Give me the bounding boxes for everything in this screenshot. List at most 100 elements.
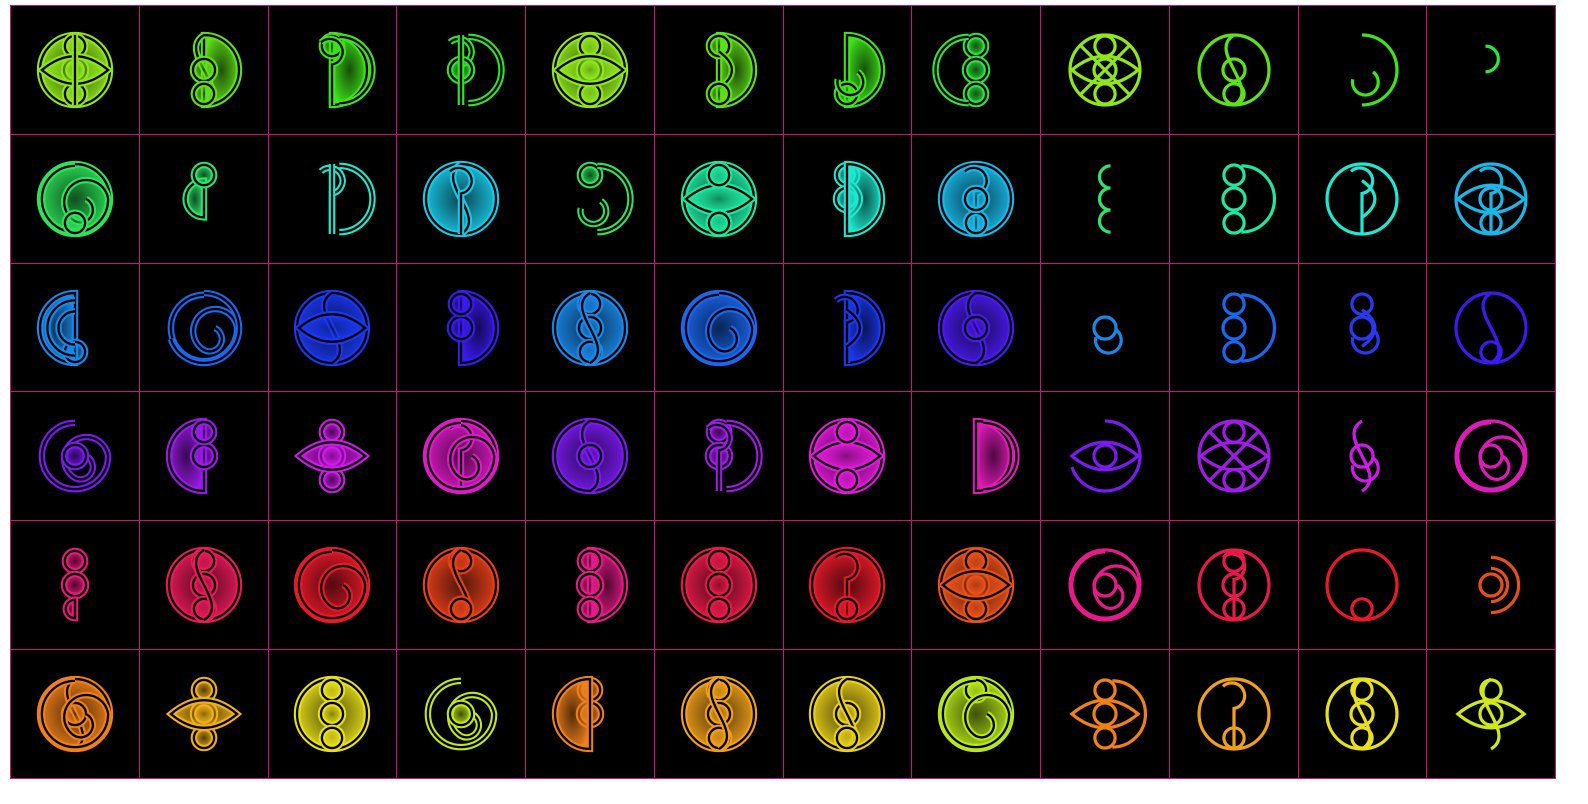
glyph-icon [1220, 163, 1276, 235]
glyph-cell [1169, 521, 1299, 651]
glyph-cell [1169, 650, 1299, 779]
glyph-icon [422, 160, 500, 237]
glyph-cell [654, 263, 784, 393]
glyph-icon [1069, 678, 1147, 750]
glyph-cell [912, 392, 1041, 522]
glyph-icon [937, 547, 1015, 624]
glyph-cell [654, 650, 784, 779]
glyph-cell [268, 521, 398, 651]
glyph-cell [1427, 392, 1556, 522]
glyph-icon [38, 420, 112, 493]
glyph-cell [268, 650, 398, 779]
glyph-cell [1169, 263, 1299, 393]
glyph-icon [551, 31, 629, 109]
glyph-icon [809, 675, 886, 753]
glyph-cell [139, 263, 269, 393]
glyph-cell [1298, 6, 1428, 135]
glyph-icon [680, 289, 757, 366]
glyph-cell [783, 134, 913, 264]
glyph-cell [139, 6, 269, 135]
glyph-cell [268, 6, 398, 135]
glyph-icon [972, 418, 1020, 495]
glyph-cell [783, 521, 913, 651]
glyph-cell [1298, 521, 1428, 651]
glyph-cell [783, 650, 913, 779]
glyph-cell [397, 6, 526, 135]
glyph-cell [1427, 6, 1556, 135]
glyph-cell [139, 650, 269, 779]
glyph-icon [1069, 419, 1142, 493]
glyph-icon [167, 289, 242, 366]
glyph-icon [165, 418, 218, 495]
glyph-cell [783, 263, 913, 393]
glyph-cell [11, 392, 140, 522]
glyph-icon [551, 675, 605, 753]
glyph-icon [182, 161, 217, 221]
glyph-cell [1427, 263, 1556, 393]
glyph-cell [526, 263, 655, 393]
glyph-icon [932, 32, 991, 108]
glyph-icon [680, 547, 757, 624]
glyph-icon [1197, 548, 1271, 622]
glyph-cell [139, 392, 269, 522]
glyph-icon [446, 33, 505, 107]
glyph-cell [1298, 392, 1428, 522]
glyph-icon [60, 547, 90, 622]
glyph-cell [654, 6, 784, 135]
glyph-cell [912, 6, 1041, 135]
glyph-cell [1041, 134, 1170, 264]
glyph-cell [397, 263, 526, 393]
glyph-cell [526, 521, 655, 651]
glyph-icon [1097, 164, 1111, 234]
glyph-icon [575, 547, 628, 624]
glyph-icon [36, 289, 89, 366]
glyph-cell [1041, 650, 1170, 779]
glyph-cell [912, 650, 1041, 779]
glyph-icon [834, 289, 886, 366]
glyph-icon [1349, 291, 1381, 355]
glyph-icon [294, 547, 371, 624]
glyph-cell [1298, 263, 1428, 393]
glyph-icon [680, 675, 757, 753]
glyph-icon [576, 161, 634, 236]
glyph-cell [268, 263, 398, 393]
glyph-icon [1478, 556, 1521, 615]
glyph-icon [1197, 677, 1271, 751]
glyph-cell [654, 392, 784, 522]
glyph-icon [1220, 291, 1276, 364]
glyph-cell [526, 6, 655, 135]
glyph-icon [165, 547, 242, 624]
glyph-cell [139, 521, 269, 651]
glyph-cell [268, 134, 398, 264]
glyph-icon [422, 547, 500, 624]
glyph-icon [1325, 548, 1399, 622]
glyph-cell [397, 650, 526, 779]
glyph-icon [1092, 314, 1123, 355]
glyph-cell [783, 6, 913, 135]
glyph-cell [397, 392, 526, 522]
glyph-icon [319, 31, 377, 109]
glyph-icon [294, 419, 371, 494]
glyph-cell [1298, 650, 1428, 779]
glyph-icon [937, 160, 1015, 237]
glyph-icon [705, 31, 757, 109]
glyph-icon [1068, 548, 1142, 622]
glyph-icon [36, 675, 114, 753]
glyph-cell [1427, 134, 1556, 264]
glyph-icon [809, 418, 886, 495]
glyph-icon [809, 547, 886, 624]
glyph-icon [704, 419, 763, 493]
glyph-icon [833, 160, 886, 237]
glyph-cell [1169, 392, 1299, 522]
glyph-icon [1454, 290, 1528, 365]
glyph-icon [1454, 419, 1528, 493]
glyph-cell [1041, 6, 1170, 135]
glyph-cell [654, 521, 784, 651]
glyph-cell [268, 392, 398, 522]
glyph-icon [36, 160, 114, 237]
glyph-cell [912, 521, 1041, 651]
glyph-cell [1298, 134, 1428, 264]
glyph-cell [1041, 392, 1170, 522]
glyph-icon [446, 289, 500, 366]
glyph-cell [11, 263, 140, 393]
